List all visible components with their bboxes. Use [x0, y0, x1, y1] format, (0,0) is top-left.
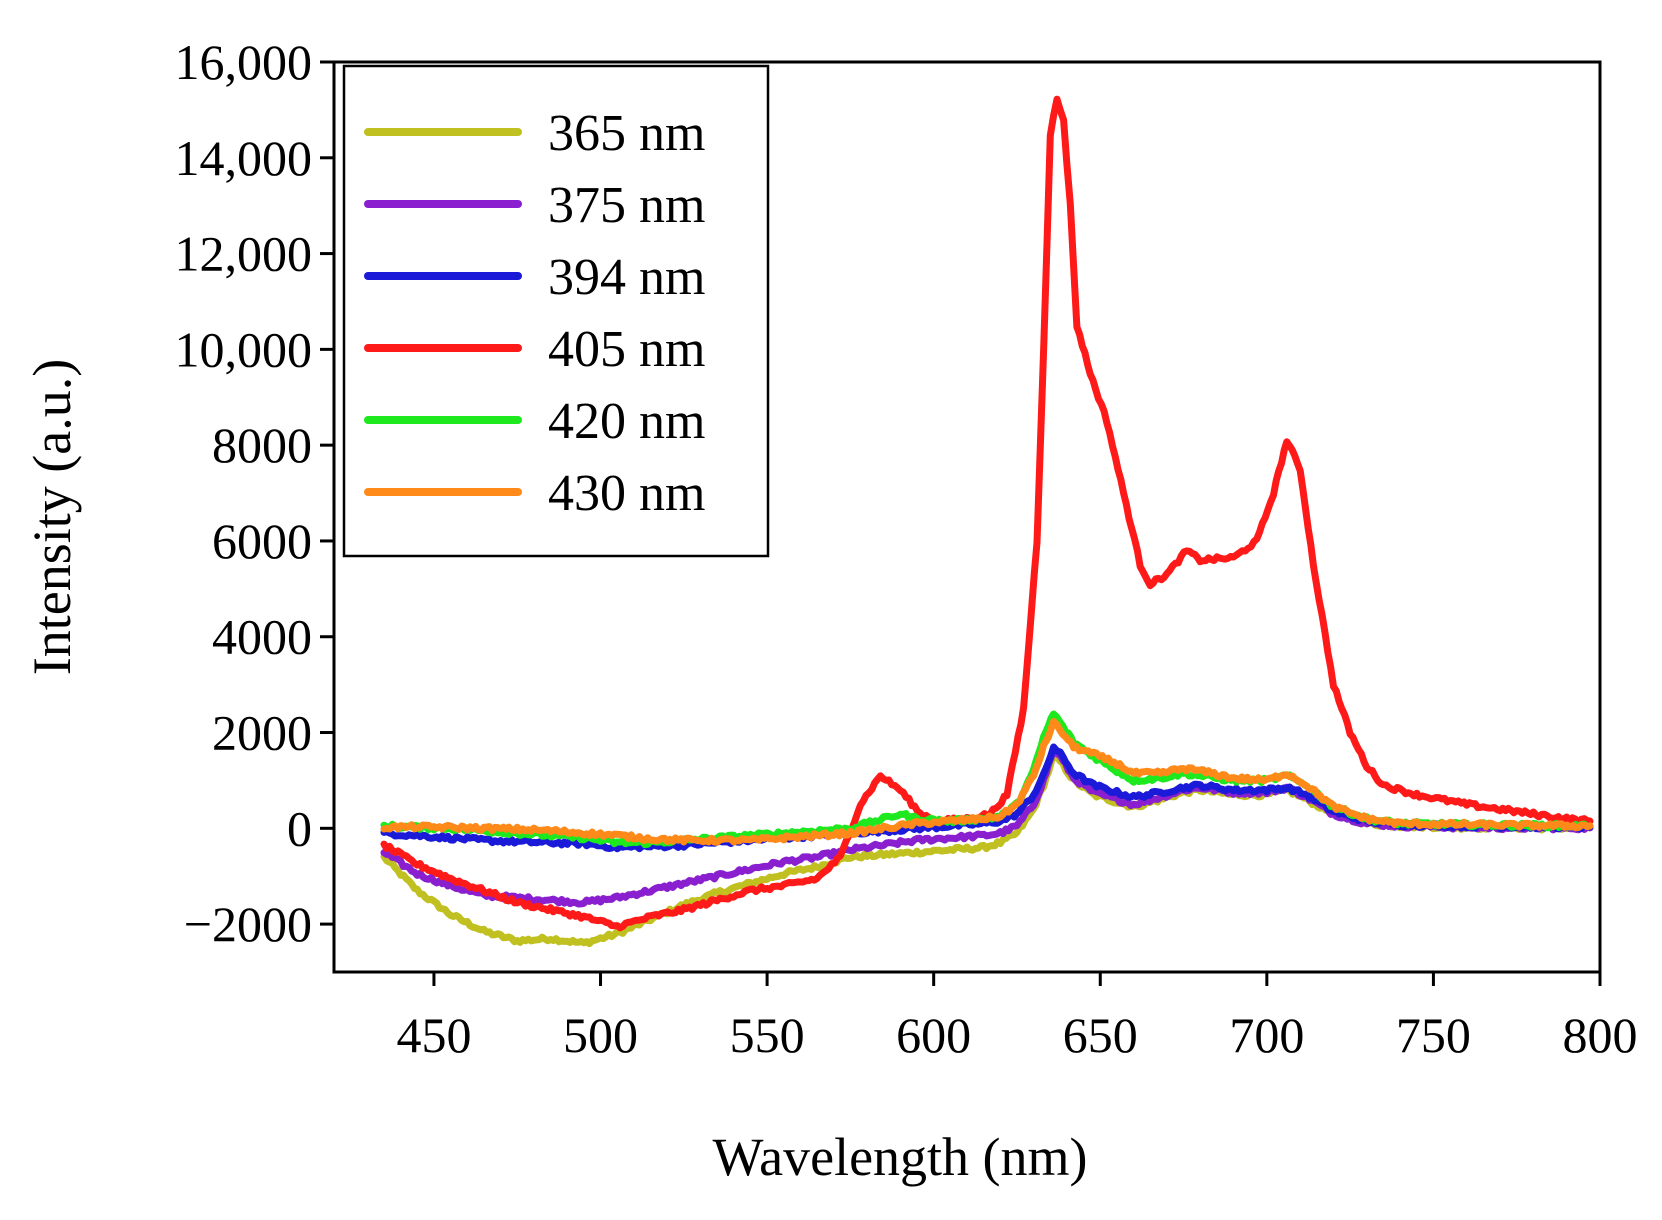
y-tick-label: 4000 [212, 609, 312, 665]
legend-label: 394 nm [548, 249, 705, 306]
legend: 365 nm 375 nm 394 nm 405 nm 420 nm 430 nm [342, 64, 770, 558]
y-tick-label: −2000 [184, 896, 312, 952]
series-layer [380, 95, 1594, 948]
y-tick-label: 14,000 [175, 130, 313, 186]
ticks-layer: 450 500 550 600 650 700 750 800 −2000 0 2000 4000 60… [175, 34, 1638, 1063]
legend-label: 365 nm [548, 105, 705, 162]
y-tick-label: 10,000 [175, 321, 313, 377]
x-tick-label: 600 [896, 1007, 971, 1063]
x-tick-label: 700 [1229, 1007, 1304, 1063]
x-tick-label: 750 [1396, 1007, 1471, 1063]
y-axis-title: Intensity (a.u.) [22, 359, 82, 675]
y-tick-label: 6000 [212, 513, 312, 569]
x-tick-label: 500 [563, 1007, 638, 1063]
x-tick-label: 550 [730, 1007, 805, 1063]
y-tick-label: 8000 [212, 417, 312, 473]
x-axis-title: Wavelength (nm) [712, 1127, 1087, 1187]
y-tick-label: 16,000 [175, 34, 313, 90]
legend-label: 430 nm [548, 465, 705, 522]
y-tick-label: 12,000 [175, 226, 313, 282]
x-tick-label: 800 [1563, 1007, 1638, 1063]
legend-box [342, 64, 770, 558]
legend-label: 420 nm [548, 393, 705, 450]
series-line-1 [380, 745, 1594, 908]
plot-frame [332, 60, 1602, 974]
y-tick-label: 0 [287, 800, 312, 856]
series-line-5 [380, 718, 1594, 846]
y-tick-label: 2000 [212, 705, 312, 761]
legend-label: 405 nm [548, 321, 705, 378]
legend-label: 375 nm [548, 177, 705, 234]
x-tick-label: 450 [396, 1007, 471, 1063]
x-tick-label: 650 [1063, 1007, 1138, 1063]
